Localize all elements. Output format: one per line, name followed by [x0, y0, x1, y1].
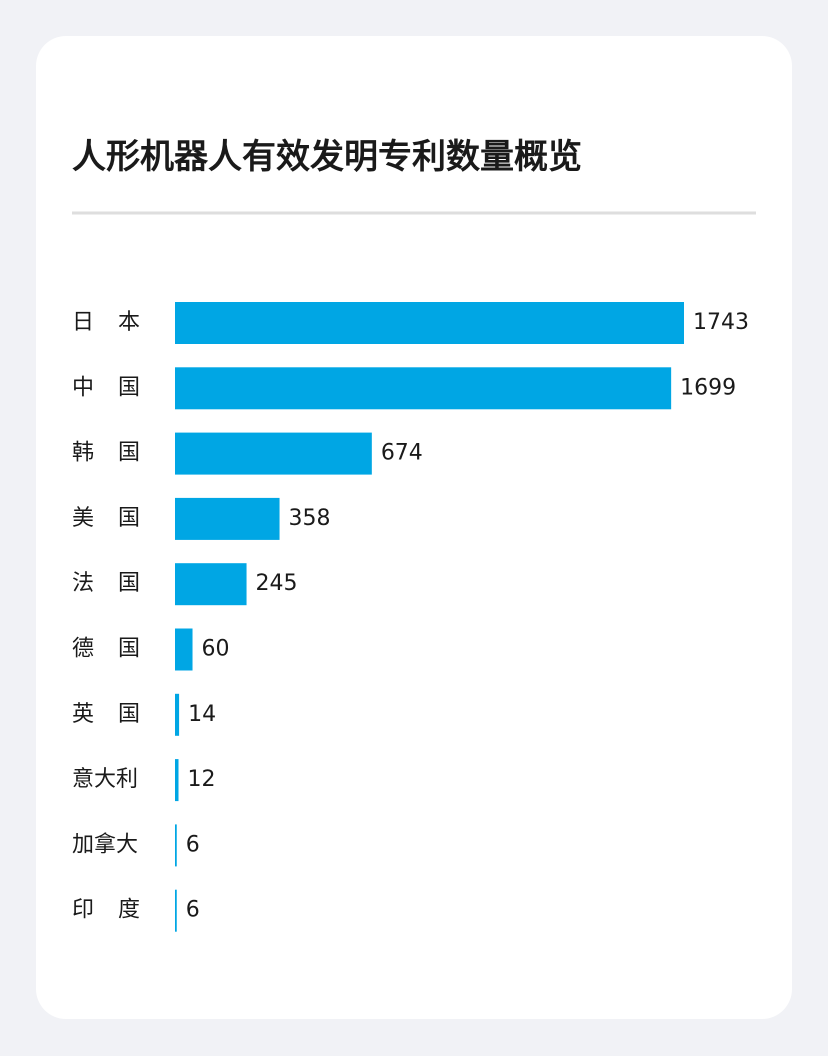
value-label: 245 — [256, 571, 298, 596]
bar — [175, 497, 280, 540]
value-label: 6 — [186, 898, 200, 923]
category-label: 意大利 — [72, 767, 138, 792]
value-label: 60 — [202, 637, 230, 662]
chart-title: 人形机器人有效发明专利数量概览 — [72, 137, 582, 177]
bar — [175, 563, 247, 606]
bar — [175, 628, 193, 671]
category-label: 加拿大 — [72, 831, 138, 857]
value-label: 1699 — [680, 375, 736, 400]
bar — [175, 759, 179, 802]
bar — [175, 367, 672, 410]
card — [36, 36, 792, 1019]
value-label: 14 — [188, 702, 216, 727]
bar — [175, 302, 684, 344]
bar — [175, 824, 177, 867]
value-label: 12 — [188, 767, 216, 792]
value-label: 6 — [186, 832, 200, 857]
value-label: 1743 — [693, 310, 749, 335]
value-label: 358 — [289, 506, 331, 531]
bar — [175, 889, 177, 932]
value-label: 674 — [381, 441, 423, 466]
bar — [175, 693, 180, 736]
bar — [175, 432, 372, 475]
